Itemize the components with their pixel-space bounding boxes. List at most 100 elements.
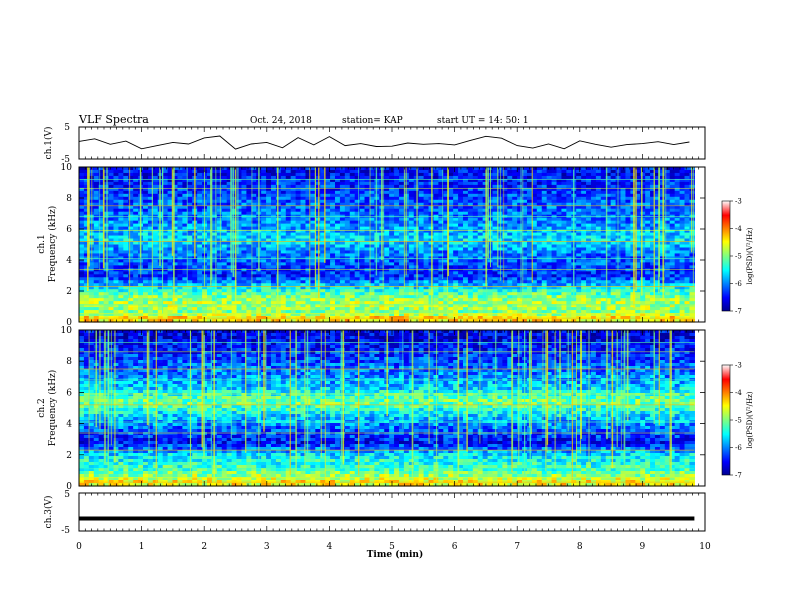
spectrogram-cell [492, 229, 499, 234]
spectrogram-cell [536, 265, 543, 269]
spectrogram-cell [531, 199, 538, 204]
spectrogram-cell [147, 277, 154, 281]
spectrogram-cell [334, 199, 341, 204]
spectrogram-cell [226, 208, 233, 213]
spectrogram-cell [349, 172, 356, 177]
spectrogram-cell [147, 167, 154, 171]
spectrogram-cell [98, 175, 105, 180]
spectrogram-cell [369, 178, 375, 183]
spectrogram-cell [679, 211, 686, 216]
spectrogram-cell [595, 223, 602, 228]
spectrogram-cell [477, 229, 484, 234]
spectrogram-cell [640, 265, 646, 269]
spectrogram-cell [128, 244, 134, 249]
spectrogram-cell [669, 190, 676, 195]
spectrogram-cell [566, 220, 572, 225]
spectrogram-cell [590, 193, 597, 198]
spectrogram-cell [182, 178, 188, 183]
spectrogram-cell [595, 211, 602, 216]
spectrogram-cell [113, 262, 119, 266]
spectrogram-cell [448, 193, 454, 198]
spectrogram-cell [167, 238, 174, 243]
spectrogram-cell [605, 169, 612, 174]
spectrogram-cell [305, 190, 311, 195]
spectrogram-cell [526, 235, 533, 240]
spectrogram-cell [561, 250, 567, 255]
spectrogram-cell [650, 190, 656, 195]
spectrogram-cell [590, 196, 597, 201]
spectrogram-cell [93, 280, 100, 284]
spectrogram-cell [546, 232, 553, 237]
spectrogram-cell [172, 190, 179, 195]
spectrogram-cell [300, 199, 307, 204]
spectrogram-cell [197, 226, 203, 231]
spectrogram-cell [330, 187, 336, 192]
spectrogram-cell [290, 247, 297, 252]
spectrogram-cell [305, 220, 311, 225]
spectrogram-cell [211, 202, 218, 207]
spectrogram-cell [300, 268, 307, 272]
spectrogram-cell [364, 208, 371, 213]
spectrogram-cell [167, 193, 174, 198]
spectrogram-cell [615, 277, 622, 281]
spectrogram-cell [305, 217, 311, 222]
spectrogram-cell [280, 226, 287, 231]
spectrogram-cell [236, 223, 243, 228]
spectrogram-cell [635, 244, 641, 249]
spectrogram-cell [517, 187, 523, 192]
spectrogram-cell [674, 238, 681, 243]
spectrogram-cell [305, 223, 311, 228]
spectrogram-cell [581, 241, 587, 246]
spectrogram-cell [108, 169, 115, 174]
spectrogram-cell [664, 187, 671, 192]
spectrogram-cell [664, 181, 671, 186]
spectrogram-cell [339, 220, 346, 225]
spectrogram-cell [83, 208, 90, 213]
spectrogram-cell [290, 238, 297, 243]
spectrogram-cell [492, 226, 499, 231]
spectrogram-cell [645, 220, 651, 225]
spectrogram-cell [684, 190, 691, 195]
spectrogram-cell [108, 172, 115, 177]
spectrogram-cell [206, 175, 213, 180]
spectrogram-cell [522, 268, 528, 272]
spectrogram-cell [108, 247, 115, 252]
spectrogram-cell [394, 193, 400, 198]
spectrogram-cell [266, 259, 272, 263]
spectrogram-cell [684, 175, 691, 180]
spectrogram-cell [295, 169, 302, 174]
spectrogram-cell [394, 167, 400, 171]
spectrogram-cell [172, 253, 179, 258]
spectrogram-cell [448, 250, 454, 255]
spectrogram-cell [211, 187, 218, 192]
spectrogram-cell [635, 271, 641, 275]
spectrogram-cell [536, 226, 543, 231]
spectrogram-cell [689, 250, 695, 255]
spectrogram-cell [531, 184, 538, 189]
spectrogram-cell [398, 259, 405, 263]
spectrogram-cell [285, 223, 292, 228]
spectrogram-cell [364, 253, 371, 258]
spectrogram-cell [211, 196, 218, 201]
spectrogram-cell [403, 235, 410, 240]
spectrogram-cell [295, 172, 302, 177]
spectrogram-cell [211, 199, 218, 204]
spectrogram-cell [162, 250, 169, 255]
spectrogram-cell [300, 226, 307, 231]
spectrogram-cell [231, 268, 238, 272]
spectrogram-cell [541, 181, 548, 186]
spectrogram-cell [438, 247, 444, 252]
spectrogram-cell [669, 220, 676, 225]
spectrogram-cell [669, 229, 676, 234]
spectrogram-cell [177, 187, 183, 192]
spectrogram-cell [177, 250, 183, 255]
spectrogram-cell [522, 253, 528, 258]
spectrogram-cell [645, 205, 651, 210]
spectrogram-cell [669, 175, 676, 180]
spectrogram-cell [384, 259, 390, 263]
spectrogram-cell [349, 262, 356, 266]
spectrogram-cell [526, 172, 533, 177]
spectrogram-cell [443, 277, 449, 281]
spectrogram-cell [182, 199, 188, 204]
spectrogram-cell [595, 253, 602, 258]
